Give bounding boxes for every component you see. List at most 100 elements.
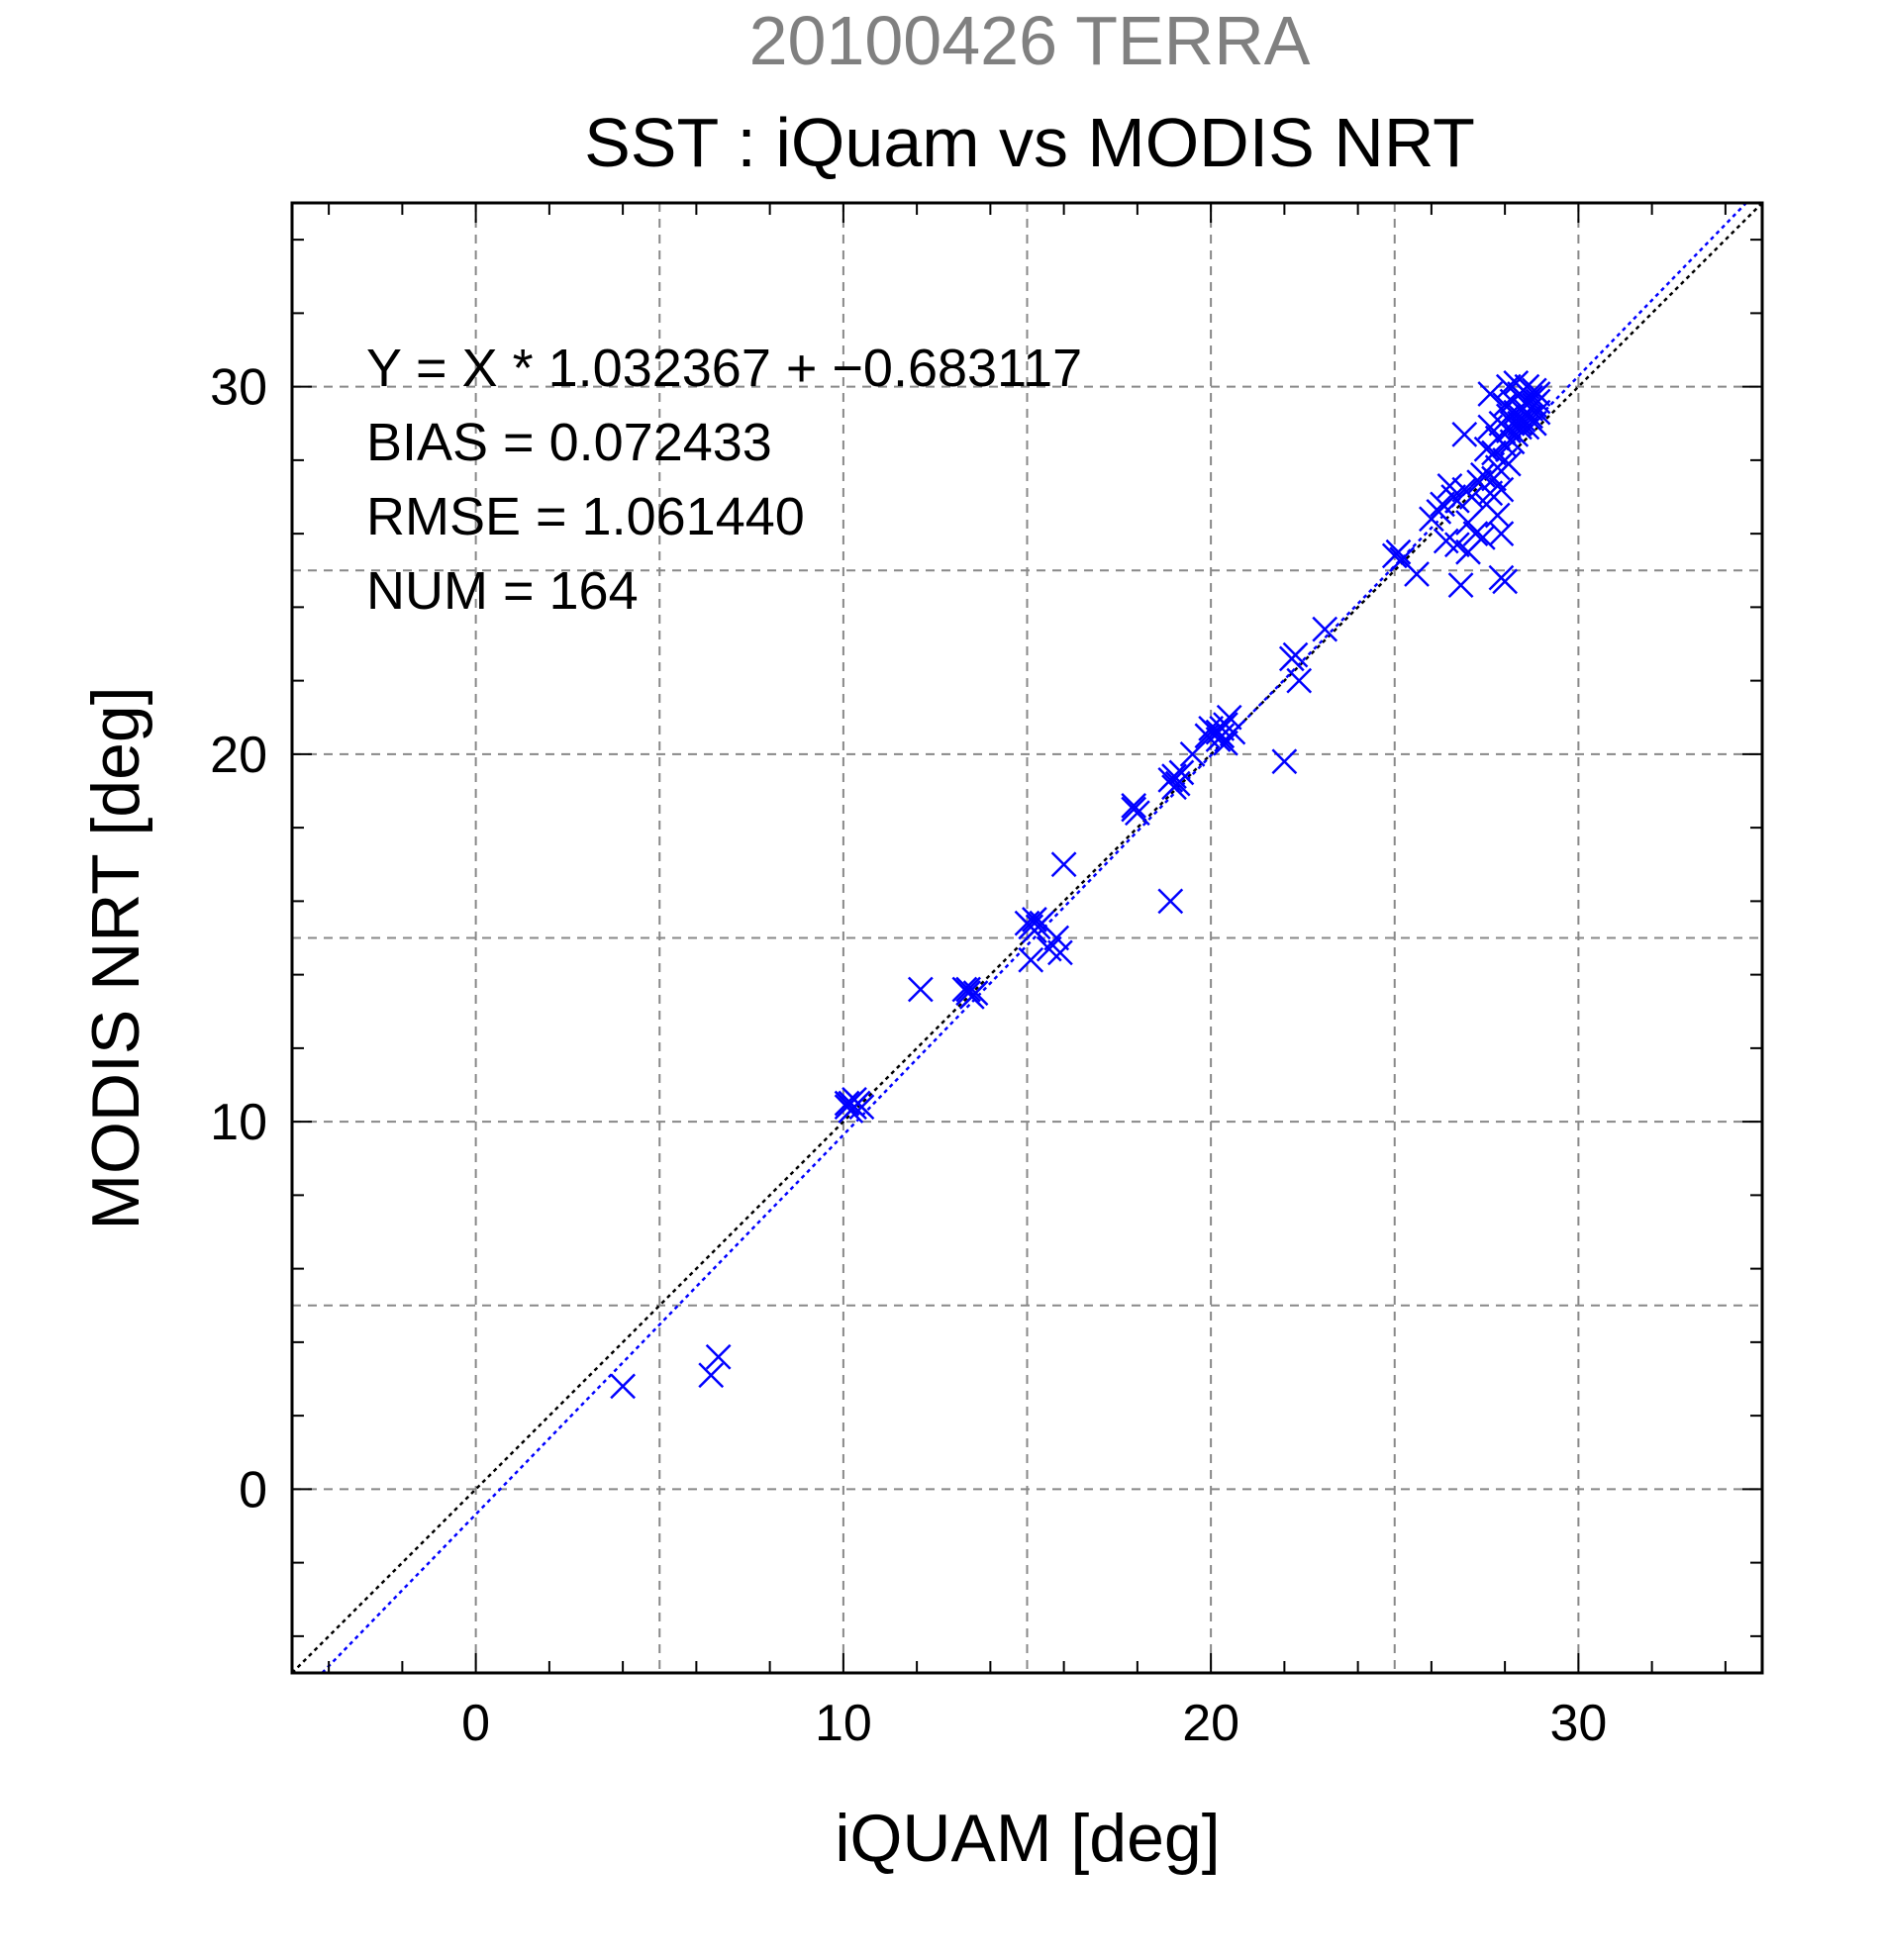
chart-title: SST : iQuam vs MODIS NRT	[584, 104, 1475, 181]
data-point	[1161, 763, 1187, 790]
data-point	[1492, 568, 1519, 595]
data-point	[1286, 667, 1313, 694]
data-point	[955, 976, 981, 1003]
data-point-stroke	[1525, 399, 1551, 426]
y-axis-label: MODIS NRT [deg]	[78, 686, 153, 1229]
data-point	[1404, 561, 1430, 587]
tick-labels: 0 10 20 30 0 10 20 30	[210, 359, 1607, 1752]
data-point-stroke	[1458, 484, 1485, 510]
data-point-stroke	[1312, 616, 1338, 642]
data-point-stroke	[1022, 918, 1047, 943]
data-point-stroke	[1022, 907, 1047, 932]
data-point-stroke	[1492, 568, 1519, 595]
data-point-stroke	[1447, 572, 1474, 598]
stats-num: NUM = 164	[366, 561, 639, 621]
data-point	[1043, 925, 1070, 951]
data-point-stroke	[610, 1373, 637, 1400]
data-point	[1168, 759, 1195, 786]
data-point-stroke	[1430, 491, 1455, 518]
data-point	[698, 1362, 725, 1389]
data-point-stroke	[1451, 422, 1478, 447]
data-point-stroke	[1157, 888, 1184, 915]
data-point	[848, 1094, 875, 1121]
data-point-stroke	[1525, 381, 1551, 407]
data-point-stroke	[1462, 521, 1489, 547]
data-point	[1477, 381, 1504, 407]
data-point-stroke	[1179, 740, 1206, 767]
data-point-stroke	[1477, 381, 1504, 407]
data-point-stroke	[1488, 476, 1515, 503]
data-point	[1525, 399, 1551, 426]
data-point-stroke	[1168, 759, 1195, 786]
data-point	[1488, 476, 1515, 503]
data-point	[1121, 792, 1147, 819]
data-point-stroke	[1443, 532, 1470, 558]
stats-rmse: RMSE = 1.061440	[366, 487, 805, 546]
data-point	[1220, 719, 1246, 745]
data-point-stroke	[1213, 730, 1238, 756]
data-point-stroke	[848, 1094, 875, 1121]
y-tick-label: 20	[210, 727, 267, 784]
data-point-stroke	[1036, 935, 1062, 962]
data-point	[1495, 450, 1522, 477]
data-point	[834, 1090, 860, 1117]
data-point-stroke	[1018, 946, 1044, 973]
data-point	[1525, 388, 1551, 415]
stats-equation: Y = X * 1.032367 + −0.683117	[366, 339, 1082, 398]
data-point-stroke	[1469, 524, 1496, 550]
data-point-stroke	[705, 1343, 732, 1370]
data-point-stroke	[1043, 925, 1070, 951]
data-point-stroke	[1161, 774, 1187, 801]
data-point	[1179, 740, 1206, 767]
data-point	[1161, 774, 1187, 801]
data-point-stroke	[1209, 716, 1236, 741]
data-point	[1385, 539, 1412, 565]
data-point-stroke	[1514, 373, 1540, 400]
plot-frame	[290, 201, 1764, 1675]
data-point	[1462, 521, 1489, 547]
y-tick-label: 10	[210, 1094, 267, 1151]
data-point	[962, 980, 989, 1007]
stats-bias: BIAS = 0.072433	[366, 413, 772, 472]
data-point	[1443, 487, 1470, 514]
data-point	[1430, 491, 1455, 518]
data-point-stroke	[834, 1090, 860, 1117]
y-tick-label: 30	[210, 359, 267, 417]
data-point-stroke	[1124, 800, 1150, 827]
data-point-stroke	[1525, 388, 1551, 415]
data-point-stroke	[1220, 719, 1246, 745]
data-point-stroke	[1271, 748, 1298, 775]
data-point	[1157, 888, 1184, 915]
data-point	[907, 976, 934, 1003]
data-point	[1022, 907, 1047, 932]
data-point-stroke	[1495, 450, 1522, 477]
x-tick-label: 0	[461, 1695, 490, 1752]
data-point-stroke	[1286, 667, 1313, 694]
data-point	[610, 1373, 637, 1400]
data-point	[1312, 616, 1338, 642]
data-point-stroke	[955, 976, 981, 1003]
data-point	[1216, 704, 1242, 731]
data-point-stroke	[1216, 704, 1242, 731]
data-point	[1213, 730, 1238, 756]
data-point	[1047, 939, 1073, 966]
data-point-stroke	[1481, 440, 1507, 466]
data-point-stroke	[1436, 472, 1463, 499]
data-point	[1443, 532, 1470, 558]
data-point-stroke	[962, 980, 989, 1007]
data-point-stroke	[698, 1362, 725, 1389]
data-point-stroke	[1161, 763, 1187, 790]
data-point-stroke	[1389, 546, 1416, 572]
stats-box: Y = X * 1.032367 + −0.683117 BIAS = 0.07…	[366, 339, 1082, 621]
x-tick-label: 20	[1182, 1695, 1239, 1752]
data-point	[1495, 373, 1522, 400]
data-point-stroke	[1488, 521, 1515, 547]
data-point-stroke	[1433, 528, 1459, 554]
data-point-stroke	[1050, 851, 1077, 878]
data-point-stroke	[1385, 539, 1412, 565]
data-point-stroke	[1518, 384, 1543, 411]
data-point	[1018, 946, 1044, 973]
data-points	[610, 370, 1551, 1400]
chart-supertitle: 20100426 TERRA	[749, 2, 1311, 79]
data-point	[1481, 440, 1507, 466]
